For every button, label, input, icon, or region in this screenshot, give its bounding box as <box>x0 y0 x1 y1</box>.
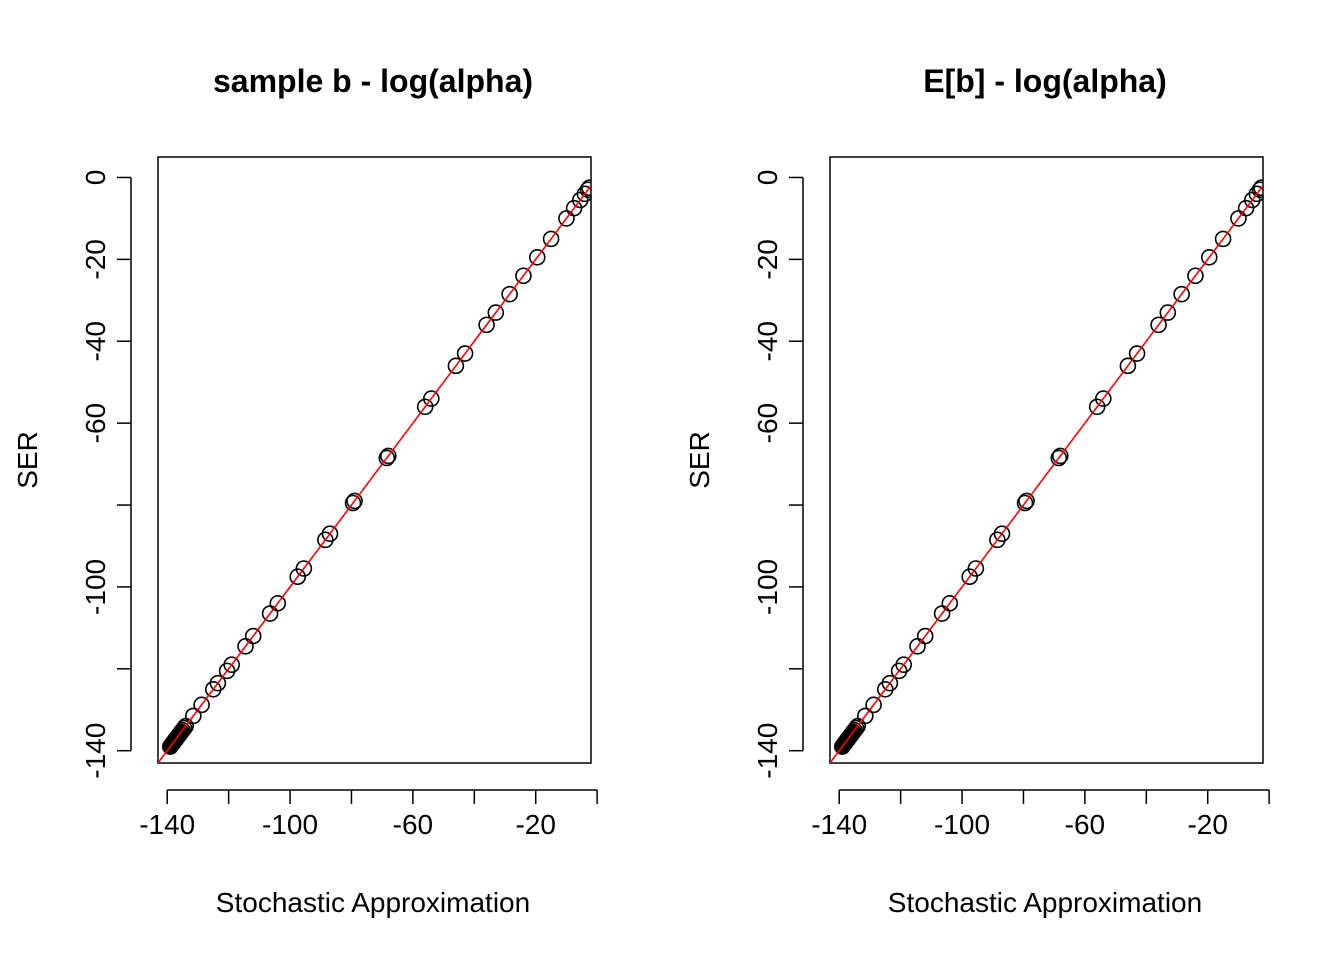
data-point <box>579 181 591 199</box>
data-point <box>581 179 591 197</box>
data-point <box>380 447 397 465</box>
data-point <box>1018 492 1035 510</box>
x-axis-label: Stochastic Approximation <box>888 887 1202 918</box>
data-point <box>1095 390 1112 407</box>
chart-title: sample b - log(alpha) <box>213 63 533 99</box>
data-point <box>378 449 396 467</box>
y-tick-label: -20 <box>752 239 783 279</box>
data-point <box>1200 249 1218 266</box>
data-point <box>1050 449 1068 467</box>
data-point <box>269 595 287 612</box>
data-point <box>961 568 979 585</box>
y-tick-label: -100 <box>752 559 783 615</box>
y-tick-label: -60 <box>80 403 111 443</box>
data-point <box>321 525 339 543</box>
data-point <box>576 185 591 203</box>
data-point <box>447 357 465 375</box>
data-point <box>865 696 882 714</box>
y-tick-label: -20 <box>80 239 111 279</box>
y-tick-label: -40 <box>752 321 783 361</box>
data-point <box>1159 304 1177 321</box>
data-point <box>565 199 583 217</box>
data-point <box>295 560 313 577</box>
x-tick-label: -60 <box>1065 809 1105 840</box>
data-point <box>175 719 193 737</box>
x-tick-label: -100 <box>934 809 990 840</box>
y-tick-label: 0 <box>80 170 111 186</box>
y-tick-label: -140 <box>752 723 783 779</box>
panel-expected-b: E[b] - log(alpha) Stochastic Approximati… <box>684 63 1270 918</box>
data-point <box>501 285 518 303</box>
data-point <box>289 568 307 585</box>
data-points <box>161 179 591 755</box>
x-axis-label: Stochastic Approximation <box>216 887 530 918</box>
x-tick-label: -20 <box>515 809 555 840</box>
data-point <box>244 627 262 645</box>
data-point <box>456 345 474 362</box>
data-point <box>993 525 1011 543</box>
data-point <box>174 721 191 739</box>
data-point <box>487 304 505 321</box>
data-point <box>1119 357 1137 375</box>
plot-area: -140 -100 -60 -20 -140 -100 -60 -40 -20 0 <box>80 156 598 840</box>
data-point <box>528 249 546 266</box>
y-tick-label: 0 <box>752 170 783 186</box>
data-point <box>895 656 913 674</box>
data-point <box>173 723 190 741</box>
y-tick-label: -140 <box>80 723 111 779</box>
data-point <box>1016 494 1034 512</box>
panel-sample-b: sample b - log(alpha) Stochastic Approxi… <box>12 63 598 918</box>
y-tick-label: -100 <box>80 559 111 615</box>
data-point <box>542 230 560 248</box>
data-point <box>845 723 862 741</box>
data-point <box>1237 199 1255 217</box>
plot-area: -140 -100 -60 -20 -140 -100 -60 -40 -20 0 <box>752 156 1270 840</box>
x-tick-label: -20 <box>1187 809 1227 840</box>
data-point <box>1052 447 1069 465</box>
x-tick-label: -140 <box>811 809 867 840</box>
plot-frame <box>157 156 592 764</box>
data-point <box>209 674 227 692</box>
data-point <box>916 627 934 645</box>
y-tick-label: -60 <box>752 403 783 443</box>
data-point <box>1248 185 1263 203</box>
data-point <box>1088 398 1106 416</box>
data-points <box>833 179 1263 755</box>
data-point <box>416 398 434 416</box>
data-point <box>1173 285 1190 303</box>
data-point <box>1128 345 1146 362</box>
data-point <box>857 707 874 725</box>
data-point <box>346 492 363 510</box>
data-point <box>478 316 495 334</box>
data-point <box>423 390 440 407</box>
data-point <box>846 721 863 739</box>
data-point <box>1214 230 1232 248</box>
y-axis-label: SER <box>684 431 715 489</box>
y-tick-label: -40 <box>80 321 111 361</box>
data-point <box>193 696 210 714</box>
data-point <box>185 707 202 725</box>
data-point <box>881 674 899 692</box>
data-point <box>1150 316 1167 334</box>
data-point <box>344 494 362 512</box>
reference-line <box>830 184 1263 763</box>
x-tick-label: -60 <box>393 809 433 840</box>
data-point <box>967 560 985 577</box>
x-tick-label: -140 <box>139 809 195 840</box>
data-point <box>1251 181 1263 199</box>
data-point <box>1187 267 1204 285</box>
y-axis-label: SER <box>12 431 43 489</box>
data-point <box>1253 179 1263 197</box>
chart-title: E[b] - log(alpha) <box>923 63 1167 99</box>
plot-frame <box>829 156 1264 764</box>
x-tick-label: -100 <box>262 809 318 840</box>
data-point <box>515 267 532 285</box>
data-point <box>941 595 959 612</box>
reference-line <box>158 184 591 763</box>
data-point <box>223 656 241 674</box>
data-point <box>847 719 865 737</box>
